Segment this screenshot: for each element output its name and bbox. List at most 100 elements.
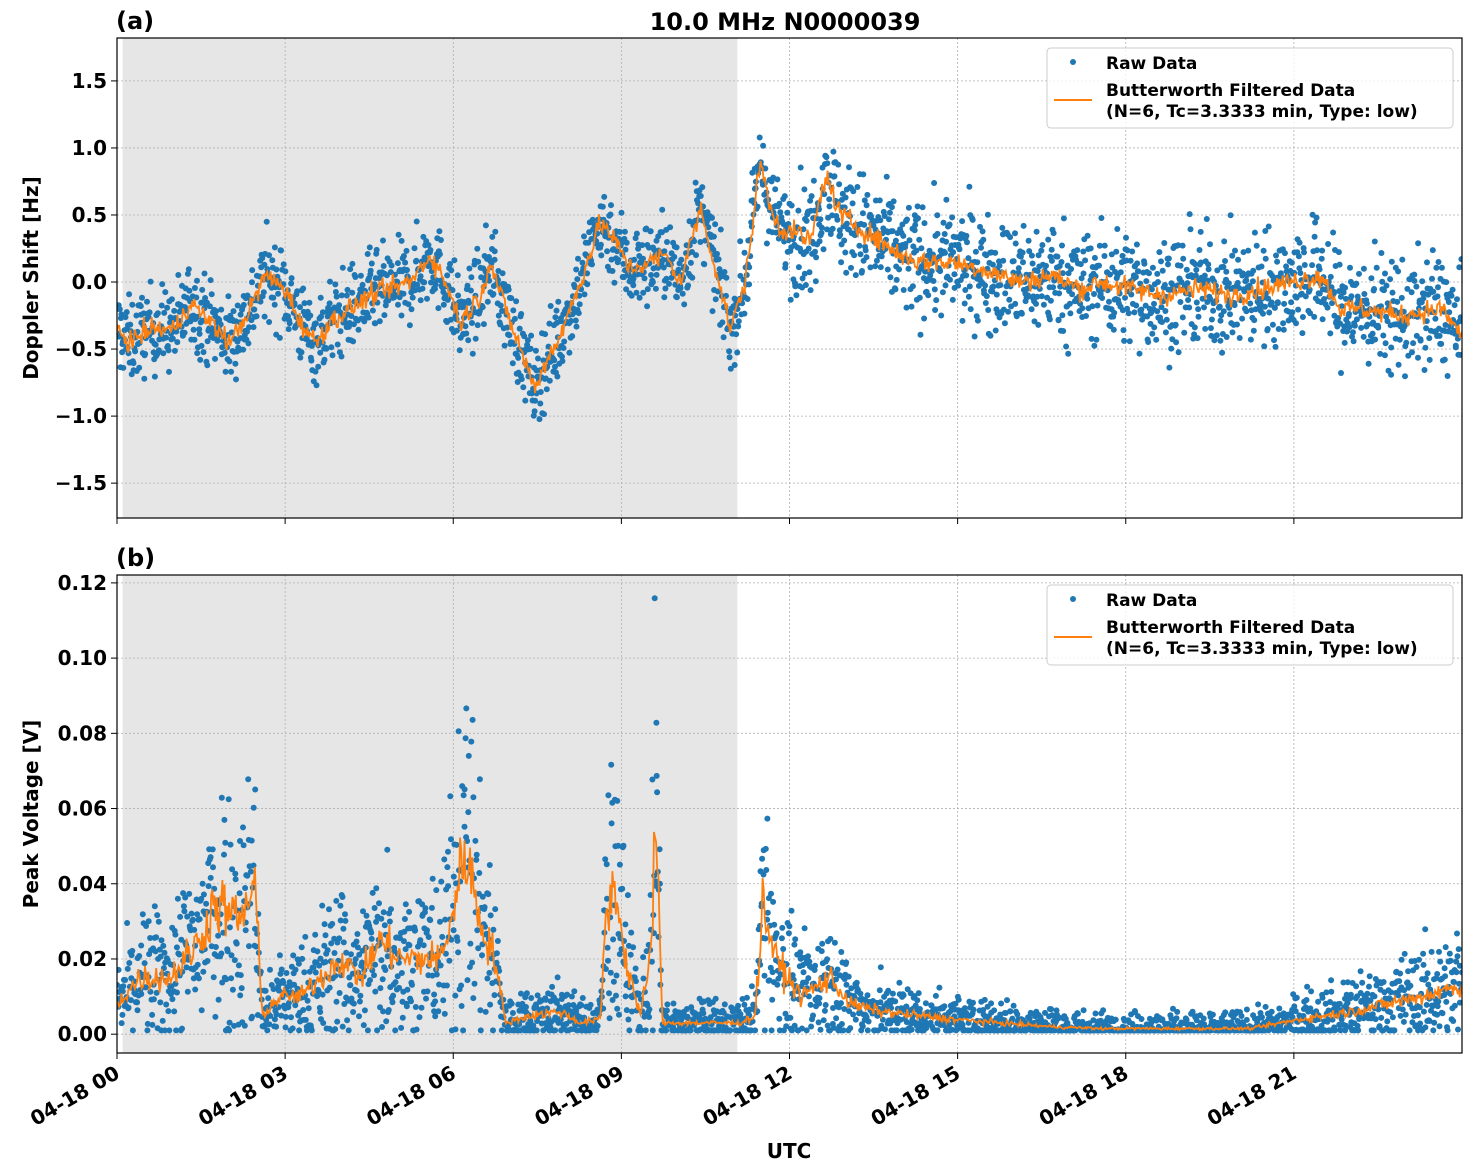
- raw-data-point: [147, 989, 153, 995]
- raw-data-point: [678, 285, 684, 291]
- raw-data-point: [305, 998, 311, 1004]
- raw-data-point: [126, 1005, 132, 1011]
- x-tick-label: 04-18 00: [26, 1061, 124, 1131]
- raw-data-point: [1446, 299, 1452, 305]
- raw-data-point: [189, 911, 195, 917]
- raw-data-point: [243, 927, 249, 933]
- raw-data-point: [1351, 338, 1357, 344]
- raw-data-point: [473, 336, 479, 342]
- raw-data-point: [671, 254, 677, 260]
- raw-data-point: [237, 890, 243, 896]
- raw-data-point: [488, 912, 494, 918]
- raw-data-point: [1280, 320, 1286, 326]
- raw-data-point: [208, 875, 214, 881]
- raw-data-point: [1075, 1011, 1081, 1017]
- raw-data-point: [1210, 308, 1216, 314]
- raw-data-point: [937, 268, 943, 274]
- raw-data-point: [941, 1003, 947, 1009]
- raw-data-point: [135, 1007, 141, 1013]
- raw-data-point: [232, 361, 238, 367]
- x-tick-label: 04-18 12: [698, 1061, 796, 1131]
- raw-data-point: [1419, 278, 1425, 284]
- raw-data-point: [1222, 1009, 1228, 1015]
- raw-data-point: [654, 789, 660, 795]
- raw-data-point: [509, 1001, 515, 1007]
- raw-data-point: [273, 267, 279, 273]
- raw-data-point: [1282, 290, 1288, 296]
- raw-data-point: [451, 257, 457, 263]
- raw-data-point: [1382, 352, 1388, 358]
- raw-data-point: [809, 193, 815, 199]
- raw-data-point: [438, 962, 444, 968]
- raw-data-point: [1060, 328, 1066, 334]
- raw-data-point: [746, 281, 752, 287]
- raw-data-point: [421, 279, 427, 285]
- raw-data-point: [663, 276, 669, 282]
- raw-data-point: [457, 879, 463, 885]
- raw-data-point: [306, 300, 312, 306]
- raw-data-point: [763, 867, 769, 873]
- raw-data-point: [325, 947, 331, 953]
- raw-data-point: [517, 326, 523, 332]
- raw-data-point: [523, 1004, 529, 1010]
- raw-data-point: [1372, 337, 1378, 343]
- raw-data-point: [314, 382, 320, 388]
- raw-data-point: [399, 238, 405, 244]
- raw-data-point: [906, 266, 912, 272]
- raw-data-point: [680, 291, 686, 297]
- raw-data-point: [251, 805, 257, 811]
- raw-data-point: [1173, 339, 1179, 345]
- raw-data-point: [1276, 326, 1282, 332]
- raw-data-point: [1261, 248, 1267, 254]
- raw-data-point: [458, 983, 464, 989]
- raw-data-point: [850, 1012, 856, 1018]
- raw-data-point: [854, 980, 860, 986]
- raw-data-point: [573, 267, 579, 273]
- raw-data-point: [956, 997, 962, 1003]
- raw-data-point: [437, 251, 443, 257]
- raw-data-point: [601, 194, 607, 200]
- raw-data-point: [1083, 313, 1089, 319]
- raw-data-point: [699, 184, 705, 190]
- raw-data-point: [510, 1010, 516, 1016]
- raw-data-point: [172, 932, 178, 938]
- raw-data-point: [177, 914, 183, 920]
- raw-data-point: [843, 270, 849, 276]
- raw-data-point: [541, 411, 547, 417]
- raw-data-point: [211, 974, 217, 980]
- raw-data-point: [455, 272, 461, 278]
- x-tick-label: 04-18 15: [867, 1061, 965, 1131]
- raw-data-point: [440, 997, 446, 1003]
- raw-data-point: [1219, 350, 1225, 356]
- raw-data-point: [520, 384, 526, 390]
- raw-data-point: [920, 204, 926, 210]
- raw-data-point: [1294, 995, 1300, 1001]
- raw-data-point: [122, 977, 128, 983]
- raw-data-point: [555, 299, 561, 305]
- raw-data-point: [365, 1027, 371, 1033]
- raw-data-point: [663, 1027, 669, 1033]
- raw-data-point: [997, 282, 1003, 288]
- raw-data-point: [1439, 265, 1445, 271]
- raw-data-point: [174, 339, 180, 345]
- raw-data-point: [659, 207, 665, 213]
- raw-data-point: [633, 978, 639, 984]
- raw-data-point: [197, 357, 203, 363]
- raw-data-point: [314, 948, 320, 954]
- raw-data-point: [478, 1027, 484, 1033]
- raw-data-point: [723, 275, 729, 281]
- raw-data-point: [1435, 284, 1441, 290]
- raw-data-point: [851, 252, 857, 258]
- raw-data-point: [445, 883, 451, 889]
- raw-data-point: [922, 220, 928, 226]
- raw-data-point: [1009, 1016, 1015, 1022]
- raw-data-point: [404, 248, 410, 254]
- raw-data-point: [533, 348, 539, 354]
- raw-data-point: [139, 295, 145, 301]
- raw-data-point: [346, 1027, 352, 1033]
- raw-data-point: [887, 210, 893, 216]
- raw-data-point: [1127, 338, 1133, 344]
- raw-data-point: [495, 938, 501, 944]
- raw-data-point: [221, 817, 227, 823]
- raw-data-point: [988, 333, 994, 339]
